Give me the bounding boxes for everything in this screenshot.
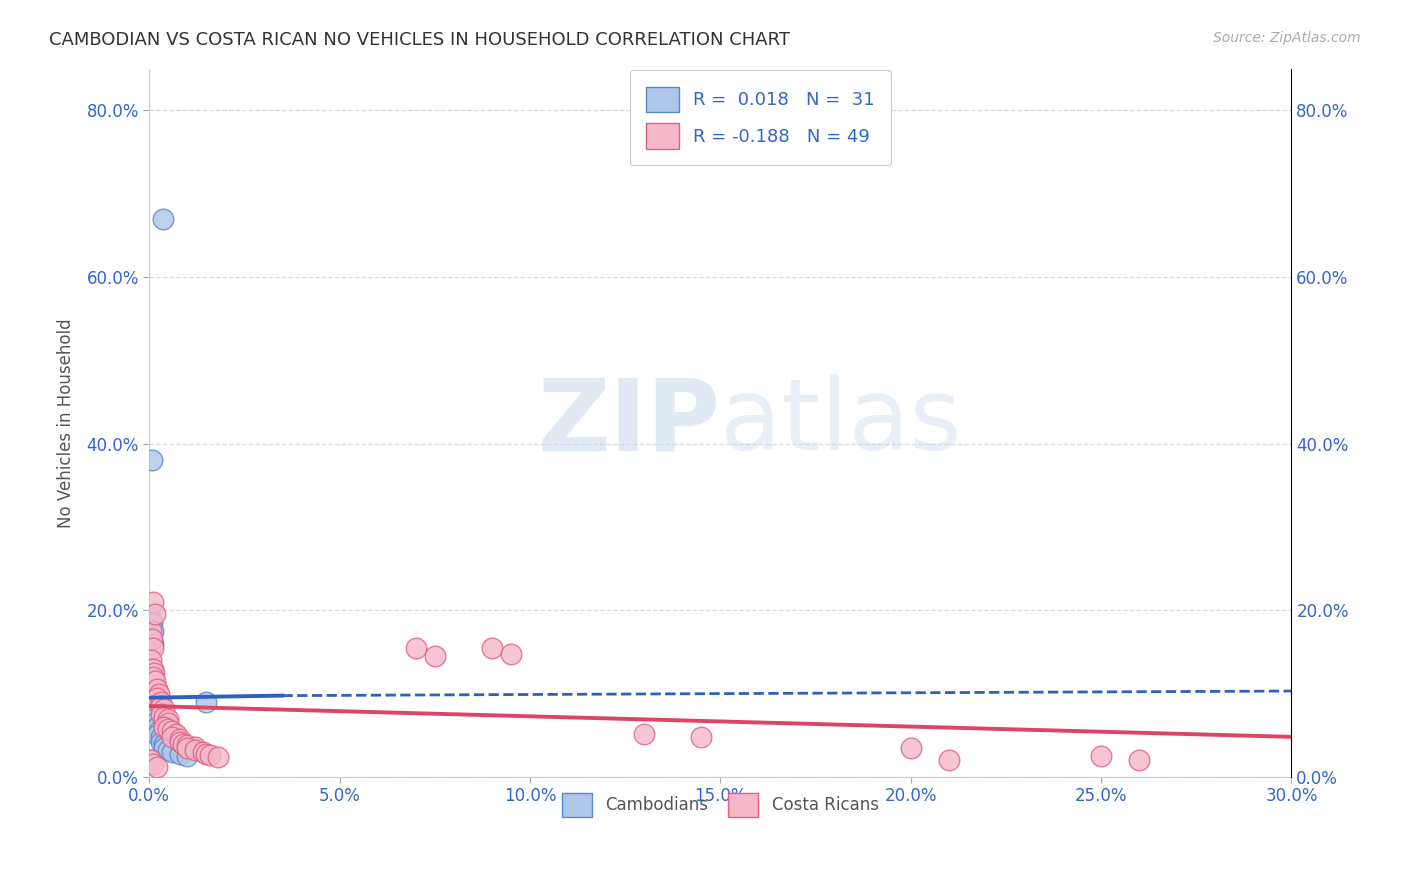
Point: [153, 710, 176, 724]
Point: [195, 747, 218, 761]
Point: [143, 607, 166, 622]
Point: [142, 673, 165, 688]
Point: [176, 738, 198, 752]
Point: [423, 648, 446, 663]
Point: [153, 720, 176, 734]
Point: [142, 665, 165, 680]
Point: [149, 695, 172, 709]
Point: [142, 670, 165, 684]
Point: [142, 670, 165, 684]
Point: [142, 712, 165, 726]
Point: [160, 724, 183, 739]
Point: [142, 636, 165, 650]
Point: [153, 737, 176, 751]
Point: [195, 695, 218, 709]
Point: [149, 735, 172, 749]
Point: [481, 640, 503, 655]
Point: [146, 760, 169, 774]
Point: [142, 699, 165, 714]
Point: [139, 682, 162, 697]
Point: [499, 647, 522, 661]
Point: [152, 211, 174, 226]
Point: [148, 724, 170, 739]
Point: [146, 690, 169, 705]
Point: [142, 757, 165, 772]
Point: [176, 740, 198, 755]
Point: [153, 740, 176, 755]
Point: [1090, 749, 1112, 764]
Point: [207, 750, 229, 764]
Text: ZIP: ZIP: [537, 374, 720, 471]
Point: [139, 624, 162, 638]
Point: [141, 615, 163, 630]
Point: [157, 722, 180, 736]
Point: [142, 703, 165, 717]
Point: [141, 453, 163, 467]
Point: [142, 687, 165, 701]
Point: [149, 730, 172, 744]
Point: [143, 690, 166, 705]
Point: [149, 707, 172, 722]
Y-axis label: No Vehicles in Household: No Vehicles in Household: [58, 318, 75, 527]
Text: Source: ZipAtlas.com: Source: ZipAtlas.com: [1213, 31, 1361, 45]
Point: [146, 720, 169, 734]
Point: [149, 699, 172, 714]
Point: [191, 745, 214, 759]
Point: [169, 732, 191, 747]
Point: [141, 632, 163, 647]
Point: [139, 753, 162, 767]
Point: [139, 707, 162, 722]
Point: [165, 726, 187, 740]
Point: [184, 739, 207, 754]
Point: [160, 730, 183, 744]
Point: [139, 611, 162, 625]
Point: [153, 701, 176, 715]
Point: [142, 661, 165, 675]
Point: [633, 726, 655, 740]
Point: [142, 595, 165, 609]
Text: atlas: atlas: [720, 374, 962, 471]
Point: [142, 640, 165, 655]
Point: [157, 712, 180, 726]
Point: [690, 730, 713, 744]
Point: [198, 748, 221, 763]
Point: [141, 661, 163, 675]
Point: [184, 743, 207, 757]
Point: [938, 753, 960, 767]
Point: [405, 640, 427, 655]
Point: [157, 715, 180, 730]
Point: [1128, 753, 1150, 767]
Point: [176, 749, 198, 764]
Point: [169, 747, 191, 761]
Point: [160, 745, 183, 759]
Point: [146, 728, 169, 742]
Point: [142, 624, 165, 638]
Point: [169, 735, 191, 749]
Legend: Cambodians, Costa Ricans: Cambodians, Costa Ricans: [554, 785, 887, 825]
Point: [146, 682, 169, 697]
Point: [172, 737, 194, 751]
Text: CAMBODIAN VS COSTA RICAN NO VEHICLES IN HOUSEHOLD CORRELATION CHART: CAMBODIAN VS COSTA RICAN NO VEHICLES IN …: [49, 31, 790, 49]
Point: [139, 753, 162, 767]
Point: [900, 740, 922, 755]
Point: [141, 695, 163, 709]
Point: [157, 743, 180, 757]
Point: [143, 673, 166, 688]
Point: [139, 653, 162, 667]
Point: [143, 715, 166, 730]
Point: [148, 687, 170, 701]
